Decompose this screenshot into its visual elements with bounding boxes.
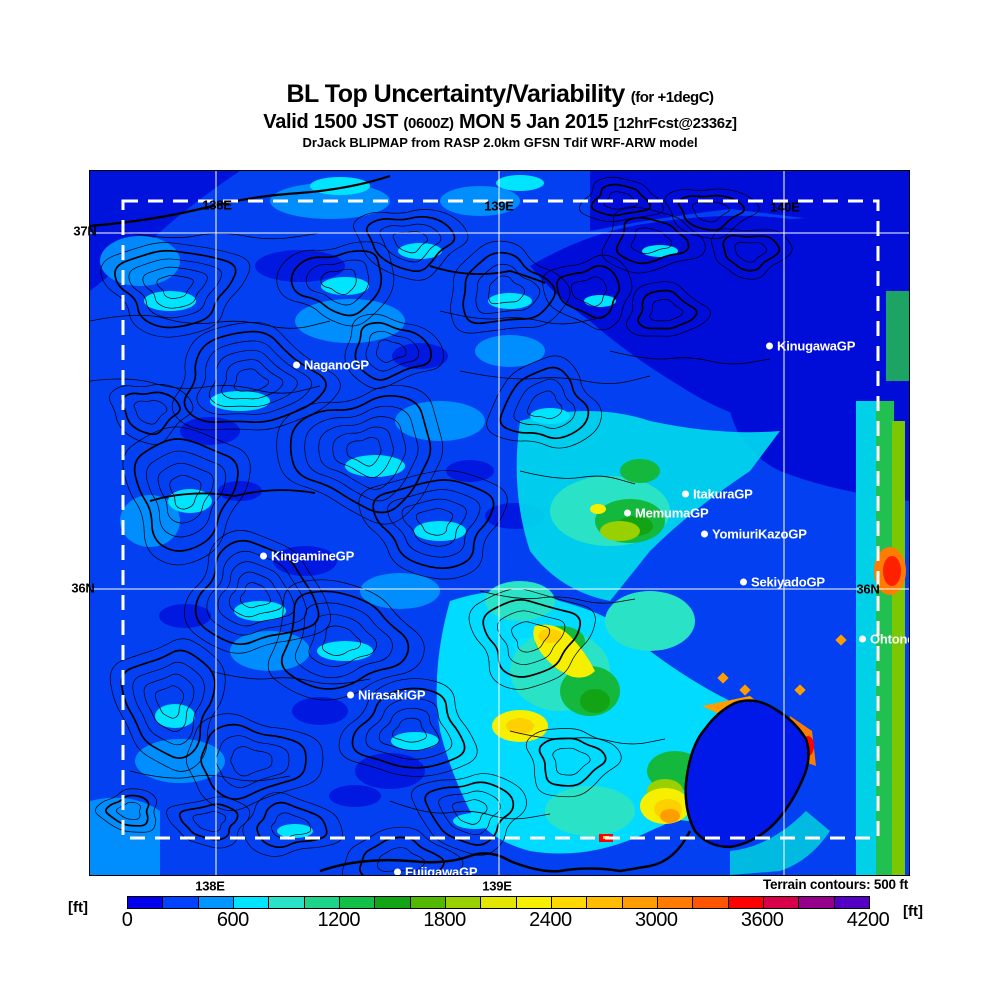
valid-time: Valid 1500 JST [263,111,399,133]
terrain-contour-note: Terrain contours: 500 ft [763,877,908,892]
station-label: FujigawaGP [405,864,478,876]
latlon-grid-lines [90,171,909,875]
colorbar-segment [481,897,517,908]
colorbar-tick-label: 600 [216,909,249,931]
colorbar-segment [128,897,164,908]
colorbar-segment [304,897,340,908]
colorbar-segment [516,897,552,908]
station-dot-icon [682,490,689,498]
grid-label: 37N [73,223,97,239]
station-label: NirasakiGP [358,687,426,703]
green-yellow-regions [485,459,730,836]
station-dot-icon [293,361,300,369]
station-marker: SekiyadoGP [740,575,825,590]
colorbar-segment [693,897,729,908]
station-marker: ItakuraGP [682,487,753,502]
colorbar-tick-label: 0 [121,909,133,931]
model-domain-boundary [121,199,880,840]
station-marker: YomiuriKazoGP [701,527,807,542]
forecast-map: NaganoGP KinugawaGP ItakuraGP MemumaGP Yomiu… [89,170,910,876]
colorbar-tick-label: 3600 [740,909,784,931]
grid-label: 139E [482,878,512,894]
colorbar-segment [657,897,694,908]
colorbar-segment [269,897,305,908]
station-dot-icon [347,691,354,699]
page-title: BL Top Uncertainty/Variability (for +1deg… [0,80,1000,109]
valid-time-line: Valid 1500 JST (0600Z) MON 5 Jan 2015 [1… [0,111,1000,134]
colorbar [127,896,870,909]
station-dot-icon [740,578,747,586]
station-dot-icon [394,868,401,875]
station-dot-icon [859,635,866,643]
station-dot-icon [701,530,708,538]
valid-time-utc: (0600Z) [403,115,454,132]
coastlines [90,174,692,873]
terrain-contour-lines [90,176,793,875]
grid-label: 138E [195,878,225,894]
colorbar-segment [763,897,800,908]
station-marker: FujigawaGP [394,864,478,876]
station-label: NaganoGP [304,357,369,373]
station-label: OhtoneGP [870,631,909,647]
colorbar-segment [551,897,588,908]
station-label: SekiyadoGP [751,574,825,590]
colorbar-unit-left: [ft] [68,899,88,916]
valid-date: MON 5 Jan 2015 [459,111,609,133]
station-marker: MemumaGP [624,506,709,521]
station-marker: KingamineGP [260,549,354,564]
colorbar-segment [198,897,234,908]
grid-label: 140E [770,199,800,215]
colorbar-tick-label: 2400 [529,909,572,931]
station-marker: NirasakiGP [347,687,426,703]
station-marker: KinugawaGP [766,339,855,354]
station-label: YomiuriKazoGP [712,526,807,542]
station-marker: NaganoGP [293,358,369,373]
station-label: KinugawaGP [777,338,856,354]
colorbar-segment [339,897,376,908]
station-dot-icon [260,552,267,560]
colorbar-segment [728,897,764,908]
colorbar-segment [163,897,199,908]
station-marker: OhtoneGP [859,631,909,647]
azure-regions [90,183,545,875]
model-credit-line: DrJack BLIPMAP from RASP 2.0km GFSN Tdif… [302,135,698,150]
colorbar-tick-label: 1800 [423,909,466,931]
colorbar-segment [834,897,869,908]
colorbar-segment [410,897,446,908]
terrain-raster [90,171,909,875]
grid-label: 36N [856,581,880,597]
station-label: MemumaGP [635,505,709,521]
colorbar-segment [622,897,658,908]
colorbar-segment [233,897,270,908]
colorbar-unit-right: [ft] [903,903,923,920]
colorbar-segment [799,897,835,908]
forecast-run: [12hrFcst@2336z] [613,115,738,132]
colorbar-segment [445,897,482,908]
colorbar-tick-label: 4200 [846,909,890,931]
colorbar-tick-label: 3000 [635,909,678,931]
grid-label: 138E [202,197,232,213]
colorbar-segment [587,897,623,908]
title-main: BL Top Uncertainty/Variability [286,80,625,108]
title-block: BL Top Uncertainty/Variability (for +1deg… [0,80,1000,150]
colorbar-segment [375,897,411,908]
colorbar-tick-label: 1200 [317,909,360,931]
grid-label: 36N [71,580,95,596]
station-dot-icon [766,342,773,350]
station-label: KingamineGP [271,548,355,564]
station-label: ItakuraGP [693,486,753,502]
right-edge-bands [856,291,909,875]
grid-label: 139E [484,198,514,214]
title-note: (for +1degC) [630,89,714,106]
station-dot-icon [624,509,631,517]
